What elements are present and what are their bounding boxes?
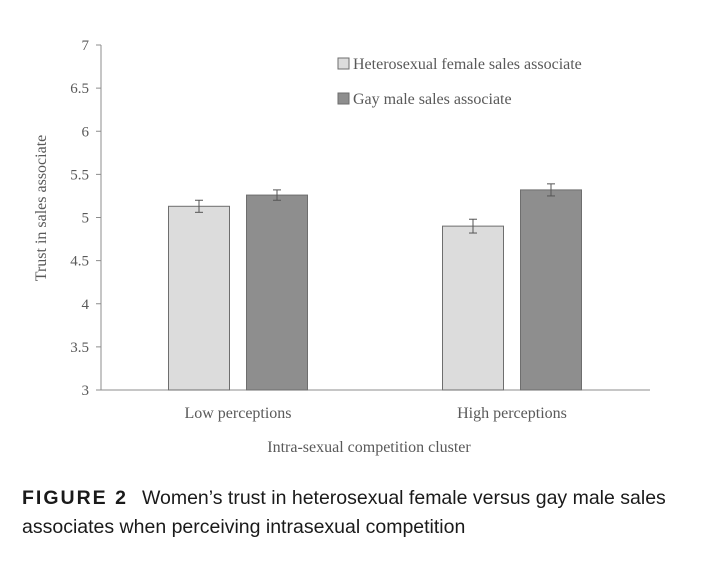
bars — [168, 183, 582, 391]
y-tick-label: 7 — [82, 38, 90, 54]
y-tick-label: 5 — [82, 211, 90, 227]
bar-heterosexual-female-high — [442, 225, 504, 391]
chart: 3 3.5 4 4.5 5 5.5 6 6.5 7 Low perceptions High per… — [33, 38, 650, 456]
legend-label: Heterosexual female sales associate — [353, 56, 582, 73]
y-axis-title: Trust in sales associate — [33, 135, 50, 282]
figure-caption: FIGURE 2 Women’s trust in heterosexual fe… — [22, 484, 702, 542]
figure-label: FIGURE 2 — [22, 487, 128, 509]
y-tick-label: 6 — [82, 124, 90, 140]
x-category-label: Low perceptions — [184, 405, 291, 422]
y-tick-label: 3.5 — [70, 340, 89, 356]
figure-caption-text: Women’s trust in heterosexual female ver… — [22, 487, 666, 538]
y-tick-label: 5.5 — [70, 167, 89, 183]
y-tick-label: 3 — [82, 383, 90, 399]
axes: 3 3.5 4 4.5 5 5.5 6 6.5 7 Low perceptions High per… — [70, 38, 650, 422]
bar-heterosexual-female-low — [168, 205, 230, 391]
legend-label: Gay male sales associate — [353, 91, 512, 108]
legend-swatch — [337, 92, 350, 105]
legend-swatch — [337, 57, 350, 70]
y-tick-label: 6.5 — [70, 81, 89, 97]
y-tick-label: 4 — [82, 297, 90, 313]
y-tick-label: 4.5 — [70, 254, 89, 270]
legend: Heterosexual female sales associate Gay m… — [337, 56, 582, 108]
bar-gay-male-low — [246, 194, 308, 391]
x-category-label: High perceptions — [457, 405, 567, 422]
bar-gay-male-high — [520, 189, 582, 391]
x-axis-title: Intra-sexual competition cluster — [267, 439, 471, 456]
